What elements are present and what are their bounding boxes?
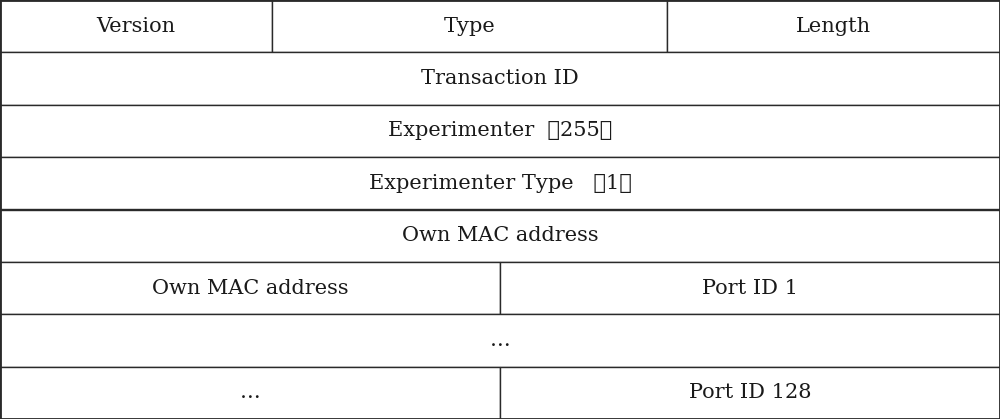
Text: …: … [240, 383, 260, 402]
Bar [500, 367, 1000, 419]
Bar [0, 314, 1000, 367]
Text: Transaction ID: Transaction ID [421, 69, 579, 88]
Text: Own MAC address: Own MAC address [152, 279, 348, 297]
Bar [0, 105, 1000, 157]
Text: Port ID 128: Port ID 128 [689, 383, 811, 402]
Text: Experimenter  （255）: Experimenter （255） [388, 122, 612, 140]
Text: Length: Length [796, 17, 871, 36]
Bar [0, 210, 1000, 262]
Bar [272, 0, 667, 52]
Bar [0, 262, 500, 314]
Bar [0, 0, 272, 52]
Text: Version: Version [96, 17, 176, 36]
Bar [667, 0, 1000, 52]
Text: Own MAC address: Own MAC address [402, 226, 598, 245]
Bar [0, 367, 500, 419]
Bar [0, 157, 1000, 210]
Text: Experimenter Type   （1）: Experimenter Type （1） [369, 174, 631, 193]
Bar [500, 262, 1000, 314]
Text: Port ID 1: Port ID 1 [702, 279, 798, 297]
Text: …: … [490, 331, 510, 350]
Bar [0, 52, 1000, 105]
Text: Type: Type [444, 17, 495, 36]
